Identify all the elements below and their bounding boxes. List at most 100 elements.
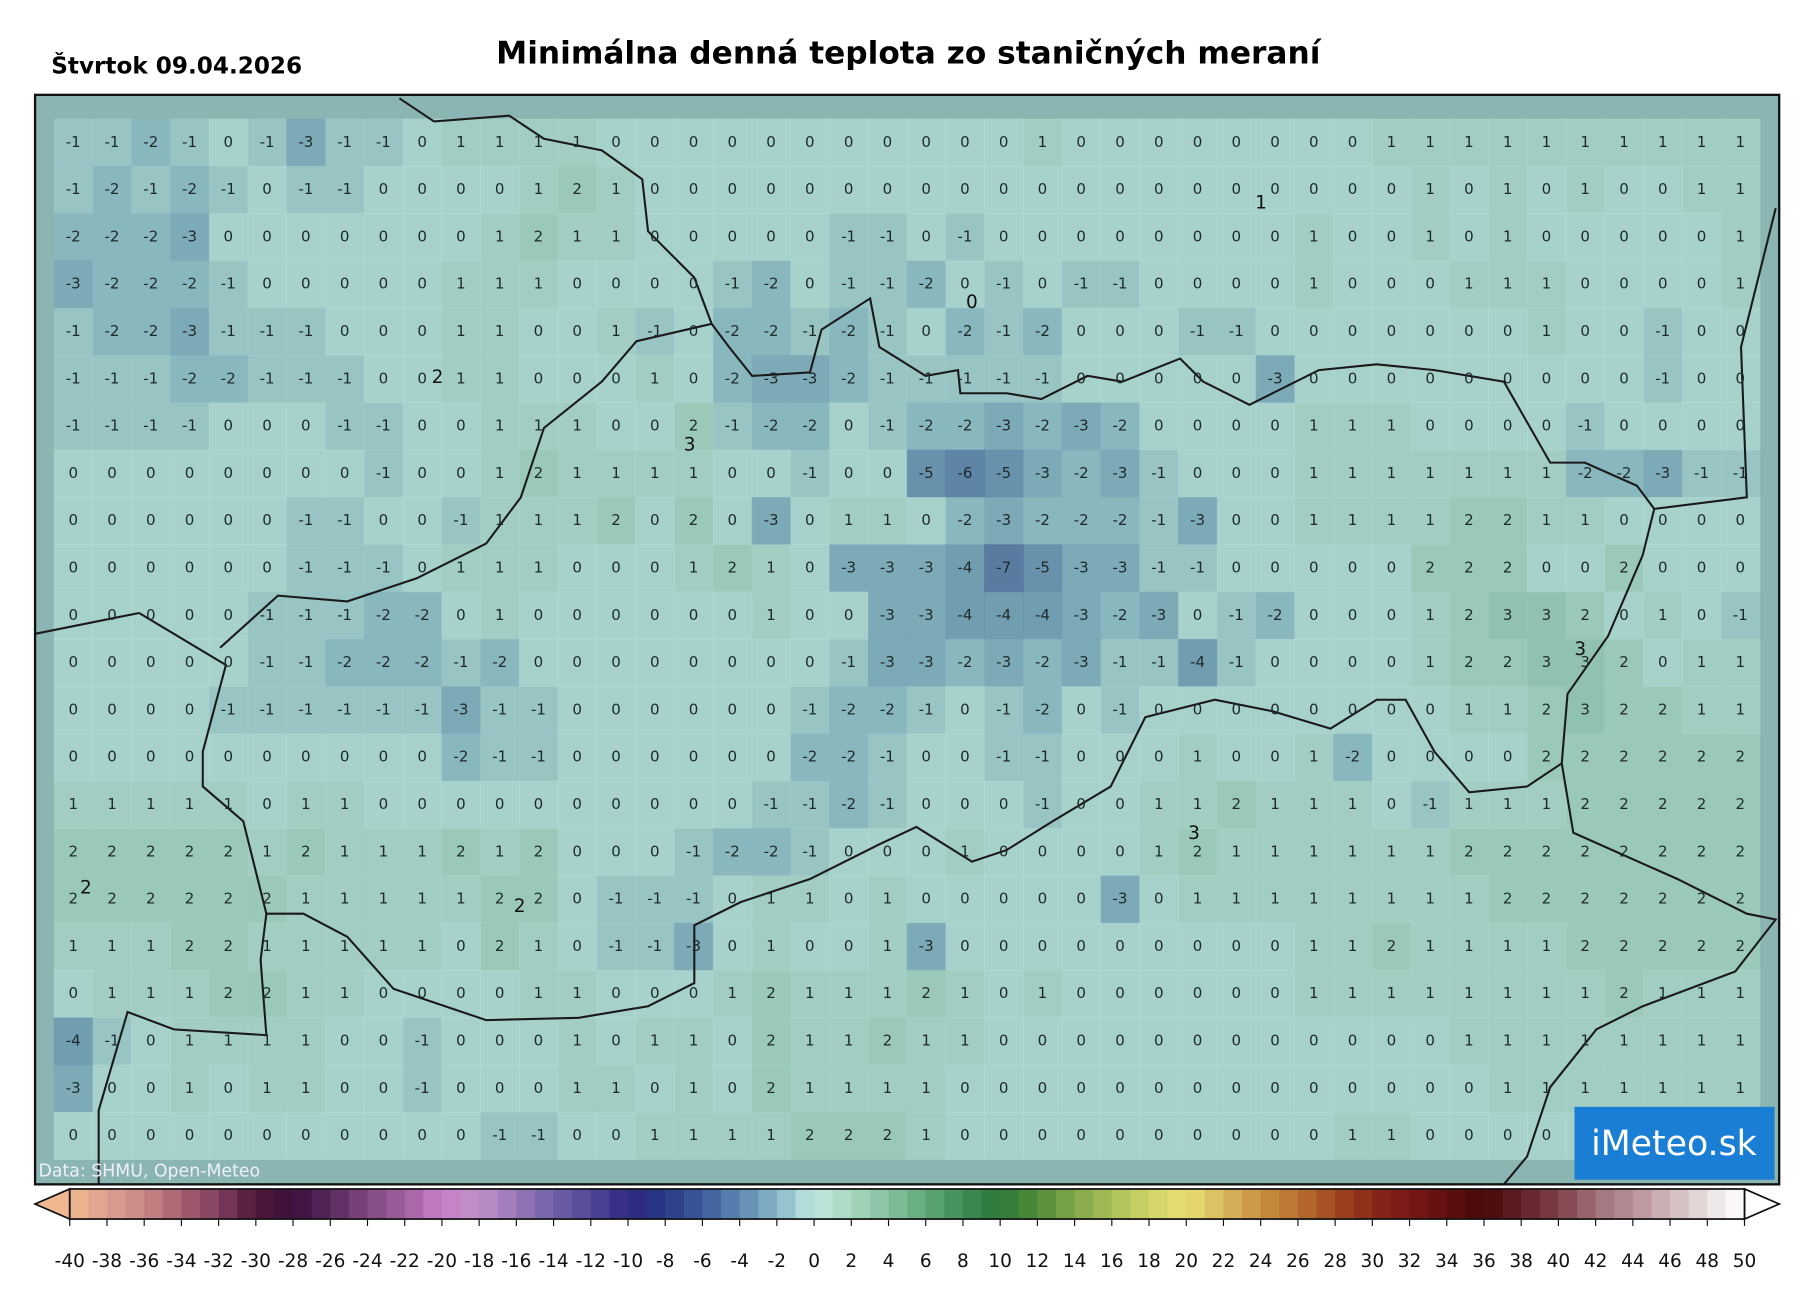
temperature-value: 1 bbox=[883, 984, 893, 1002]
temperature-cell bbox=[208, 165, 249, 214]
temperature-cell bbox=[1604, 922, 1644, 971]
temperature-value: 1 bbox=[185, 1032, 195, 1050]
temperature-value: 1 bbox=[1580, 984, 1590, 1002]
temperature-cell bbox=[1565, 970, 1606, 1018]
temperature-value: 0 bbox=[1154, 890, 1164, 908]
temperature-value: 1 bbox=[107, 984, 117, 1002]
temperature-cell bbox=[1255, 638, 1296, 687]
temperature-cell bbox=[635, 497, 675, 545]
temperature-value: -2 bbox=[1074, 511, 1089, 529]
temperature-value: -3 bbox=[880, 606, 895, 624]
temperature-value: 0 bbox=[301, 275, 311, 293]
temperature-cell bbox=[1720, 355, 1761, 404]
temperature-value: 0 bbox=[1348, 275, 1358, 293]
temperature-value: 0 bbox=[1425, 748, 1435, 766]
temperature-value: -2 bbox=[221, 369, 236, 387]
temperature-value: 2 bbox=[107, 890, 117, 908]
temperature-cell bbox=[402, 733, 443, 782]
temperature-cell bbox=[1023, 922, 1063, 971]
temperature-value: 0 bbox=[1154, 417, 1164, 435]
temperature-value: 1 bbox=[1658, 1032, 1668, 1050]
temperature-cell bbox=[247, 638, 288, 687]
temperature-cell bbox=[1488, 355, 1528, 404]
temperature-value: 1 bbox=[1464, 984, 1474, 1002]
temperature-cell bbox=[441, 402, 481, 451]
temperature-value: -1 bbox=[143, 417, 158, 435]
temperature-cell bbox=[1410, 544, 1451, 593]
temperature-value: 0 bbox=[68, 464, 78, 482]
temperature-value: 1 bbox=[1697, 180, 1707, 198]
colorbar-segment bbox=[1670, 1188, 1690, 1220]
temperature-value: -3 bbox=[1268, 369, 1283, 387]
temperature-value: 1 bbox=[340, 890, 350, 908]
temperature-cell bbox=[1139, 497, 1179, 545]
temperature-value: 1 bbox=[1542, 464, 1552, 482]
temperature-value: 0 bbox=[1697, 275, 1707, 293]
temperature-value: 2 bbox=[1697, 748, 1707, 766]
temperature-value: 0 bbox=[1464, 1079, 1474, 1097]
temperature-cell bbox=[674, 591, 714, 640]
temperature-value: 0 bbox=[960, 180, 970, 198]
temperature-cell bbox=[1720, 449, 1761, 498]
colorbar-segment bbox=[1242, 1188, 1262, 1220]
temperature-value: -2 bbox=[143, 275, 158, 293]
temperature-value: -1 bbox=[1578, 417, 1593, 435]
temperature-cell bbox=[441, 260, 481, 309]
temperature-cell bbox=[247, 260, 288, 309]
temperature-value: 2 bbox=[1619, 795, 1629, 813]
temperature-value: 0 bbox=[417, 369, 427, 387]
temperature-cell bbox=[674, 165, 714, 214]
temperature-value: 0 bbox=[883, 464, 893, 482]
colorbar-segment bbox=[1539, 1188, 1559, 1220]
temperature-value: 0 bbox=[1193, 275, 1203, 293]
temperature-value: -1 bbox=[1151, 511, 1166, 529]
temperature-cell bbox=[1139, 402, 1179, 451]
temperature-cell bbox=[325, 686, 365, 735]
temperature-cell bbox=[1333, 638, 1373, 687]
temperature-cell bbox=[53, 591, 94, 640]
temperature-value: 0 bbox=[1309, 558, 1319, 576]
temperature-cell bbox=[286, 213, 326, 262]
temperature-value: 1 bbox=[340, 795, 350, 813]
temperature-value: -1 bbox=[1229, 322, 1244, 340]
temperature-cell bbox=[1100, 213, 1140, 262]
temperature-value: 1 bbox=[728, 984, 738, 1002]
temperature-cell bbox=[596, 1017, 636, 1066]
temperature-value: -1 bbox=[105, 133, 120, 151]
temperature-cell bbox=[945, 638, 985, 687]
temperature-cell bbox=[1527, 828, 1567, 877]
temperature-value: 1 bbox=[1697, 1079, 1707, 1097]
temperature-cell bbox=[829, 780, 869, 829]
temperature-cell bbox=[441, 733, 481, 782]
temperature-cell bbox=[363, 165, 404, 214]
temperature-cell bbox=[1682, 544, 1722, 593]
colorbar-segment bbox=[497, 1188, 517, 1220]
temperature-value: 0 bbox=[1076, 1032, 1086, 1050]
temperature-cell bbox=[596, 591, 636, 640]
temperature-cell bbox=[1216, 544, 1257, 593]
temperature-value: 0 bbox=[805, 937, 815, 955]
colorbar-segment bbox=[665, 1188, 685, 1220]
temperature-cell bbox=[519, 733, 559, 782]
temperature-cell bbox=[53, 828, 94, 877]
temperature-cell bbox=[1333, 213, 1373, 262]
temperature-value: 0 bbox=[379, 984, 389, 1002]
temperature-cell bbox=[53, 497, 94, 545]
colorbar-tick-label: 16 bbox=[1100, 1251, 1124, 1272]
temperature-cell bbox=[519, 307, 559, 356]
temperature-cell bbox=[1178, 875, 1218, 924]
temperature-value: -1 bbox=[531, 1126, 546, 1144]
temperature-value: 2 bbox=[689, 511, 699, 529]
temperature-cell bbox=[1565, 355, 1606, 404]
temperature-cell bbox=[131, 733, 171, 782]
temperature-value: 0 bbox=[1387, 180, 1397, 198]
temperature-cell bbox=[674, 260, 714, 309]
temperature-value: 0 bbox=[1658, 511, 1668, 529]
temperature-value: 1 bbox=[572, 1032, 582, 1050]
temperature-cell bbox=[1100, 307, 1140, 356]
temperature-cell bbox=[1643, 780, 1683, 829]
temperature-value: 0 bbox=[1076, 227, 1086, 245]
temperature-cell bbox=[1410, 591, 1451, 640]
temperature-cell bbox=[1720, 638, 1761, 687]
temperature-value: 0 bbox=[417, 748, 427, 766]
